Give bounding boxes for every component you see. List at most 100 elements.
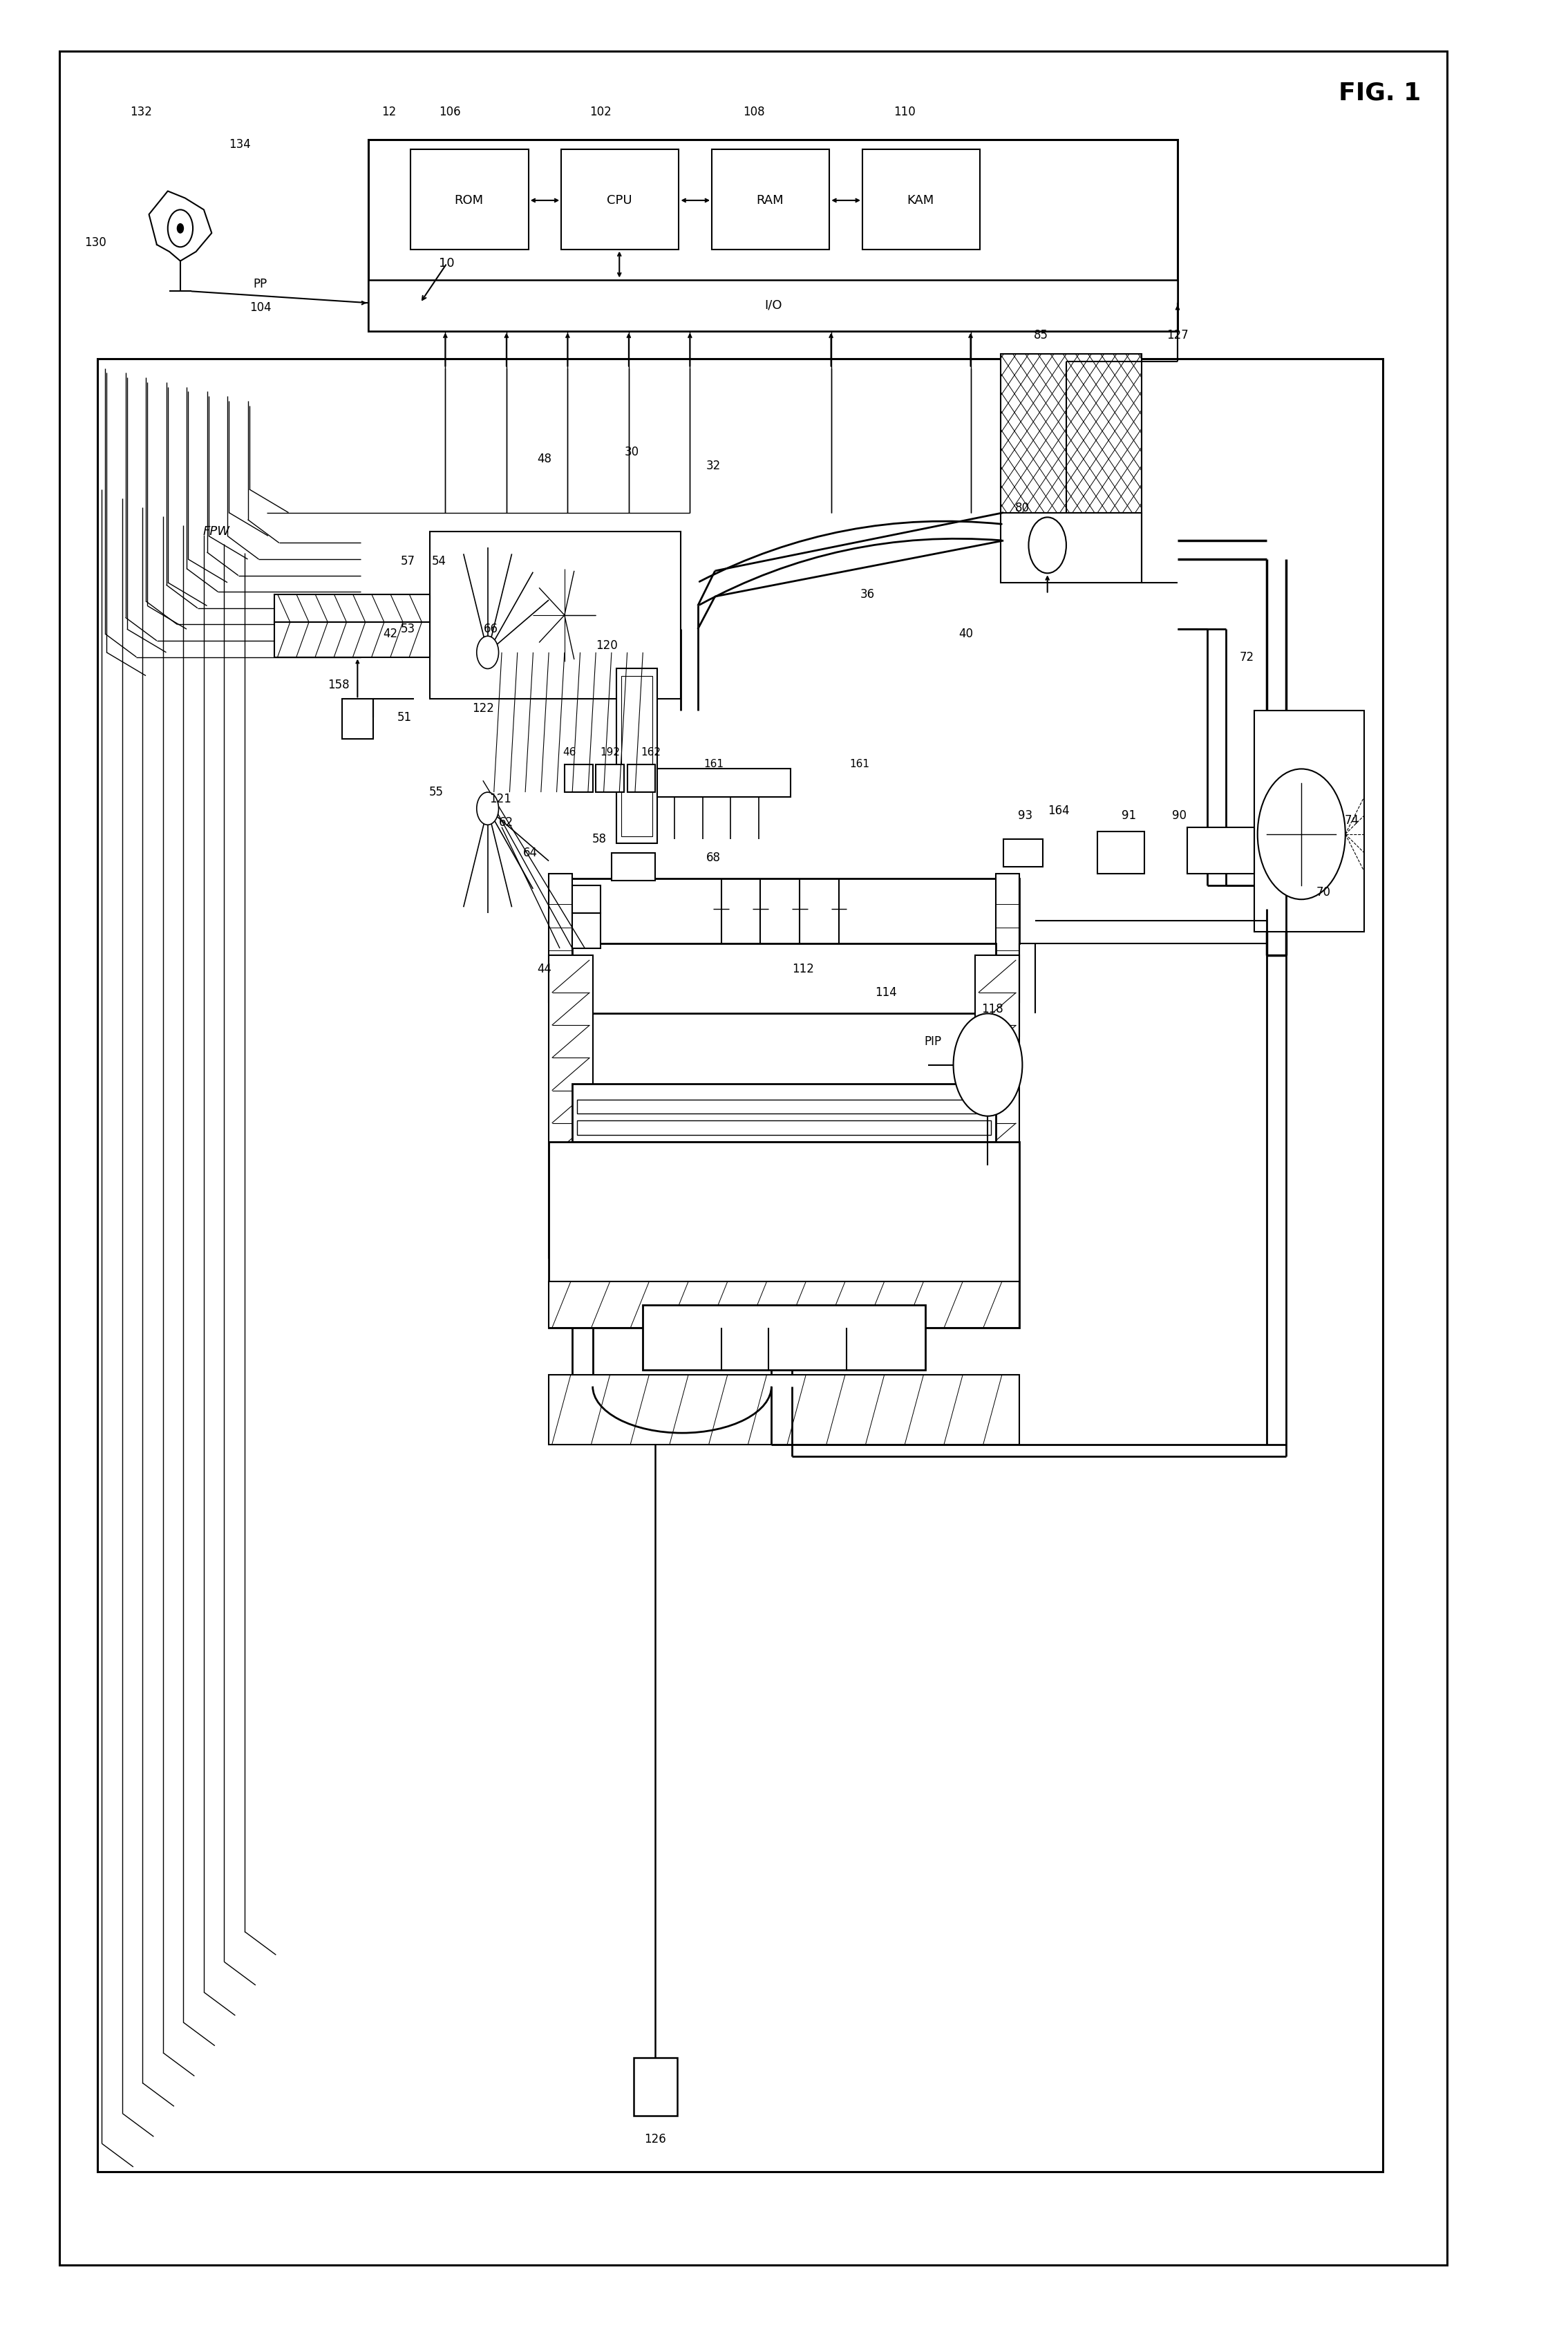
- Circle shape: [1258, 769, 1345, 899]
- Bar: [549, 874, 572, 1002]
- Bar: [561, 149, 679, 249]
- Text: 164: 164: [1047, 804, 1069, 818]
- Text: RAM: RAM: [756, 193, 784, 207]
- Text: 114: 114: [875, 986, 897, 1000]
- Text: 40: 40: [958, 627, 974, 641]
- Text: 110: 110: [894, 105, 916, 119]
- Bar: [1000, 354, 1142, 513]
- Text: 91: 91: [1121, 809, 1137, 822]
- Bar: [368, 140, 1178, 331]
- Bar: [342, 699, 373, 739]
- Bar: [596, 764, 624, 792]
- Bar: [549, 878, 1019, 944]
- Bar: [633, 2057, 677, 2116]
- Bar: [657, 769, 790, 797]
- Bar: [97, 359, 1383, 2172]
- Text: 68: 68: [706, 850, 721, 864]
- Bar: [996, 874, 1019, 1002]
- Text: 93: 93: [1018, 809, 1033, 822]
- Bar: [577, 1121, 991, 1135]
- Text: 70: 70: [1316, 885, 1331, 899]
- Text: 121: 121: [489, 792, 511, 806]
- Text: 51: 51: [397, 711, 412, 725]
- Text: 10: 10: [439, 256, 455, 270]
- Text: 12: 12: [381, 105, 397, 119]
- Bar: [572, 913, 601, 948]
- Text: 55: 55: [428, 785, 444, 799]
- Text: ROM: ROM: [455, 193, 483, 207]
- Bar: [274, 594, 430, 622]
- Bar: [1004, 839, 1043, 867]
- Bar: [564, 764, 593, 792]
- Text: FPW: FPW: [202, 524, 230, 538]
- Text: 134: 134: [229, 137, 251, 151]
- Text: 53: 53: [400, 622, 416, 636]
- Text: 66: 66: [483, 622, 499, 636]
- Text: PP: PP: [254, 277, 267, 291]
- Text: 161: 161: [704, 760, 723, 769]
- Text: 132: 132: [130, 105, 152, 119]
- Text: 72: 72: [1239, 650, 1254, 664]
- Text: 112: 112: [792, 962, 814, 976]
- Text: 48: 48: [536, 452, 552, 466]
- Circle shape: [477, 792, 499, 825]
- Circle shape: [168, 210, 193, 247]
- Text: 85: 85: [1033, 329, 1049, 343]
- Text: 104: 104: [249, 301, 271, 315]
- Text: I/O: I/O: [764, 298, 782, 312]
- Bar: [1000, 513, 1142, 582]
- Text: 44: 44: [536, 962, 552, 976]
- Bar: [627, 764, 655, 792]
- Bar: [616, 669, 657, 843]
- Text: 106: 106: [439, 105, 461, 119]
- Text: 162: 162: [641, 748, 660, 757]
- Circle shape: [177, 224, 183, 233]
- Text: 46: 46: [563, 748, 575, 757]
- Bar: [1098, 832, 1145, 874]
- Bar: [975, 955, 1019, 1258]
- Text: 118: 118: [982, 1002, 1004, 1016]
- Text: 127: 127: [1167, 329, 1189, 343]
- Circle shape: [953, 1014, 1022, 1116]
- Bar: [612, 853, 655, 881]
- Bar: [60, 51, 1447, 2265]
- Text: 74: 74: [1344, 813, 1359, 827]
- Bar: [430, 531, 681, 699]
- Text: 54: 54: [431, 555, 447, 569]
- Bar: [572, 944, 996, 1014]
- Text: 122: 122: [472, 701, 494, 715]
- Text: FIG. 1: FIG. 1: [1339, 82, 1421, 105]
- Text: 57: 57: [400, 555, 416, 569]
- Text: 158: 158: [328, 678, 350, 692]
- Bar: [643, 1305, 925, 1370]
- Text: 32: 32: [706, 459, 721, 473]
- Bar: [368, 280, 1178, 331]
- Text: 30: 30: [624, 445, 640, 459]
- Bar: [549, 1142, 1019, 1328]
- Text: 58: 58: [591, 832, 607, 846]
- Bar: [712, 149, 829, 249]
- Text: 192: 192: [601, 748, 619, 757]
- Bar: [411, 149, 528, 249]
- Text: 130: 130: [85, 235, 107, 249]
- Circle shape: [1029, 517, 1066, 573]
- Circle shape: [477, 636, 499, 669]
- Text: 80: 80: [1014, 501, 1030, 515]
- Bar: [572, 885, 601, 913]
- Bar: [621, 676, 652, 836]
- Text: 42: 42: [383, 627, 398, 641]
- Text: 102: 102: [590, 105, 612, 119]
- Text: KAM: KAM: [906, 193, 935, 207]
- Text: 161: 161: [850, 760, 869, 769]
- Text: CPU: CPU: [607, 193, 632, 207]
- Text: 64: 64: [522, 846, 538, 860]
- Text: 108: 108: [743, 105, 765, 119]
- Text: 120: 120: [596, 638, 618, 652]
- Bar: [274, 622, 430, 657]
- Bar: [549, 955, 593, 1258]
- Text: 36: 36: [859, 587, 875, 601]
- Bar: [572, 1083, 996, 1142]
- Bar: [549, 1282, 1019, 1328]
- Bar: [862, 149, 980, 249]
- Bar: [1187, 827, 1254, 874]
